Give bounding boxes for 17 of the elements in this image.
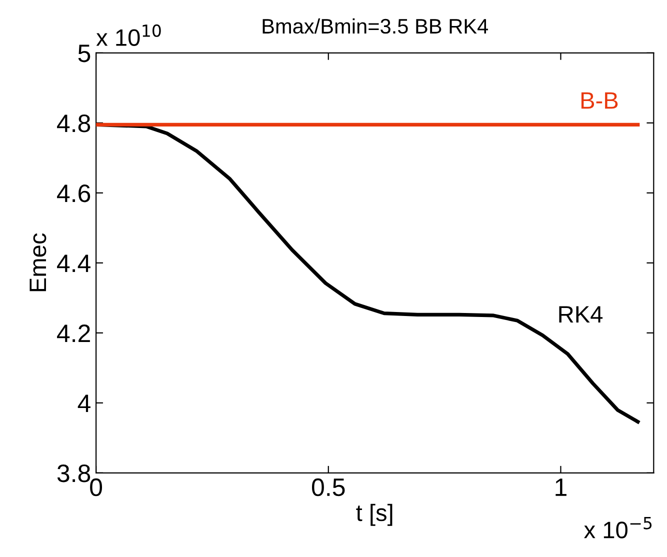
y-tick-label: 4.4 (57, 254, 90, 272)
x-tick-label: 1 (556, 478, 566, 496)
y-tick-label: 4 (78, 394, 90, 412)
chart-title: Bmax/Bmin=3.5 BB RK4 (262, 18, 488, 34)
text: x 10$^{−5}$ (584, 517, 652, 538)
text: x 10$^{10}$ (96, 24, 161, 46)
y-tick-label: 5 (78, 44, 90, 62)
y-tick-label: 4.8 (57, 114, 90, 132)
y-axis-title: Emec (30, 233, 46, 292)
y-tick-label: 3.8 (57, 464, 90, 482)
x-tick-label: 0.5 (312, 478, 345, 496)
series-label: RK4 (559, 306, 603, 322)
series-label: B-B (581, 92, 618, 109)
x-tick-label: 0 (90, 478, 102, 496)
x-axis-title: t [s] (356, 504, 392, 526)
y-tick-label: 4.2 (57, 324, 90, 342)
y-tick-label: 4.6 (57, 184, 90, 202)
